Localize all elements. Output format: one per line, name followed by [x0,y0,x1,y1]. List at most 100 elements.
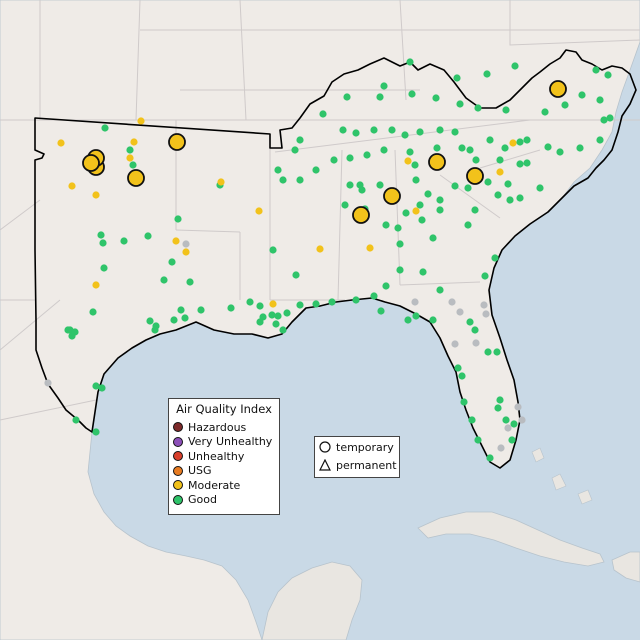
monitor-marker [255,207,263,215]
monitor-marker [72,416,80,424]
monitor-marker [269,300,277,308]
monitor-marker [64,326,72,334]
monitor-marker [170,316,178,324]
monitor-marker [496,168,504,176]
monitor-marker [352,296,360,304]
monitor-marker [480,301,488,309]
monitor-marker [406,148,414,156]
monitor-marker [596,136,604,144]
monitor-marker [424,190,432,198]
legend-label: Hazardous [188,420,247,434]
legend-label: USG [188,464,212,478]
unhealthy-swatch [173,451,183,462]
monitor-marker [456,308,464,316]
monitor-marker [436,196,444,204]
monitor-marker [518,416,526,424]
monitor-marker [366,244,374,252]
monitor-marker [448,298,456,306]
legend-label: Very Unhealthy [188,435,273,449]
monitor-marker [402,209,410,217]
monitor-marker [296,176,304,184]
monitor-marker [380,82,388,90]
legend-label: Moderate [188,478,241,492]
monitor-marker [561,101,569,109]
temporary-monitor-marker [383,187,401,205]
monitor-marker [511,62,519,70]
monitor-marker [352,129,360,137]
monitor-marker [497,444,505,452]
monitor-marker [126,146,134,154]
monitor-marker [100,264,108,272]
monitor-marker [89,308,97,316]
monitor-marker [382,221,390,229]
monitor-marker [174,215,182,223]
legend-item-good: Good [169,493,279,508]
circle-icon [319,441,331,453]
monitor-marker [197,306,205,314]
region-outline [34,49,637,469]
monitor-marker [98,384,106,392]
monitor-marker [181,314,189,322]
hazardous-swatch [173,422,183,433]
monitor-marker [460,398,468,406]
monitor-marker [472,156,480,164]
moderate-swatch [173,480,183,491]
monitor-marker [432,94,440,102]
monitor-marker [382,282,390,290]
monitor-marker [486,454,494,462]
monitor-marker [411,161,419,169]
monitor-marker [471,206,479,214]
monitor-marker [120,237,128,245]
monitor-marker [388,126,396,134]
monitor-marker [358,186,366,194]
monitor-marker [151,326,159,334]
monitor-marker [328,298,336,306]
monitor-marker [451,128,459,136]
monitor-marker [600,116,608,124]
monitor-marker [418,216,426,224]
usg-swatch [173,465,183,476]
hispaniola-island [611,551,640,583]
monitor-marker [44,379,52,387]
monitor-marker [536,184,544,192]
monitor-marker [502,106,510,114]
monitor-marker [217,178,225,186]
monitor-marker [474,104,482,112]
monitor-marker [177,306,185,314]
monitor-marker [376,93,384,101]
monitor-marker [92,281,100,289]
cuba-island [417,511,605,567]
monitor-marker [416,128,424,136]
monitor-marker [523,136,531,144]
monitor-marker [92,428,100,436]
monitor-marker [274,312,282,320]
monitor-marker [468,416,476,424]
monitor-marker [466,318,474,326]
monitor-marker [380,146,388,154]
monitor-marker [292,271,300,279]
monitor-marker [412,176,420,184]
legend-item-permanent: permanent [315,457,399,473]
monitor-marker [130,138,138,146]
monitor-marker [144,232,152,240]
monitor-marker [99,239,107,247]
monitor-marker [494,191,502,199]
monitor-marker [504,424,512,432]
yucatan-peninsula [261,561,363,640]
monitor-marker [416,201,424,209]
monitor-marker [556,148,564,156]
monitor-marker [343,93,351,101]
legend-label: Unhealthy [188,449,245,463]
monitor-marker [484,348,492,356]
monitor-marker [481,272,489,280]
monitor-marker [516,138,524,146]
monitor-marker [396,240,404,248]
monitor-marker [433,144,441,152]
monitor-marker [57,139,65,147]
monitor-marker [496,396,504,404]
monitor-marker [168,258,176,266]
triangle-icon [319,459,331,471]
temporary-monitor-marker [428,153,446,171]
legend-item-temporary: temporary [315,439,399,455]
